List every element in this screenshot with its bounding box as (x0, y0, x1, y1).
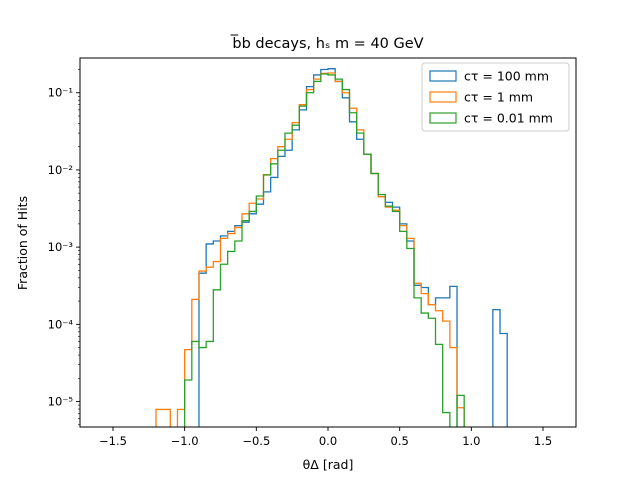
y-tick-label: 10⁻¹ (48, 86, 73, 100)
plot-area (155, 68, 508, 427)
x-tick-label: 0.0 (319, 434, 337, 448)
legend-swatch (429, 112, 457, 124)
y-tick-label: 10⁻⁵ (48, 395, 74, 409)
y-axis-label: Fraction of Hits (15, 196, 30, 290)
y-tick-label: 10⁻⁴ (48, 317, 74, 331)
legend-box (421, 62, 570, 132)
x-tick-label: −0.5 (242, 434, 270, 448)
legend-swatch (429, 91, 457, 103)
legend-label: cτ = 100 mm (464, 69, 549, 84)
x-tick-label: 1.5 (534, 434, 552, 448)
x-tick-label: 0.5 (391, 434, 409, 448)
series-line-0 (198, 68, 508, 427)
chart-title: b̅b decays, hₛ m = 40 GeV (230, 34, 424, 52)
x-tick-label: −1.5 (99, 434, 127, 448)
y-axis: 10⁻⁵ 10⁻⁴ 10⁻³ 10⁻² 10⁻¹ (48, 69, 80, 426)
legend-label: cτ = 0.01 mm (464, 111, 553, 126)
series-line-2 (184, 73, 465, 427)
y-tick-label: 10⁻³ (48, 240, 74, 254)
x-tick-label: −1.0 (171, 434, 199, 448)
y-tick-label: 10⁻² (48, 163, 73, 177)
legend: cτ = 100 mm cτ = 1 mm cτ = 0.01 mm (421, 62, 570, 132)
x-tick-label: 1.0 (462, 434, 480, 448)
x-axis: −1.5 −1.0 −0.5 0.0 0.5 1.0 1.5 (99, 427, 552, 448)
legend-label: cτ = 1 mm (464, 90, 533, 105)
x-axis-label: θΔ [rad] (303, 457, 354, 472)
legend-swatch (429, 70, 457, 82)
